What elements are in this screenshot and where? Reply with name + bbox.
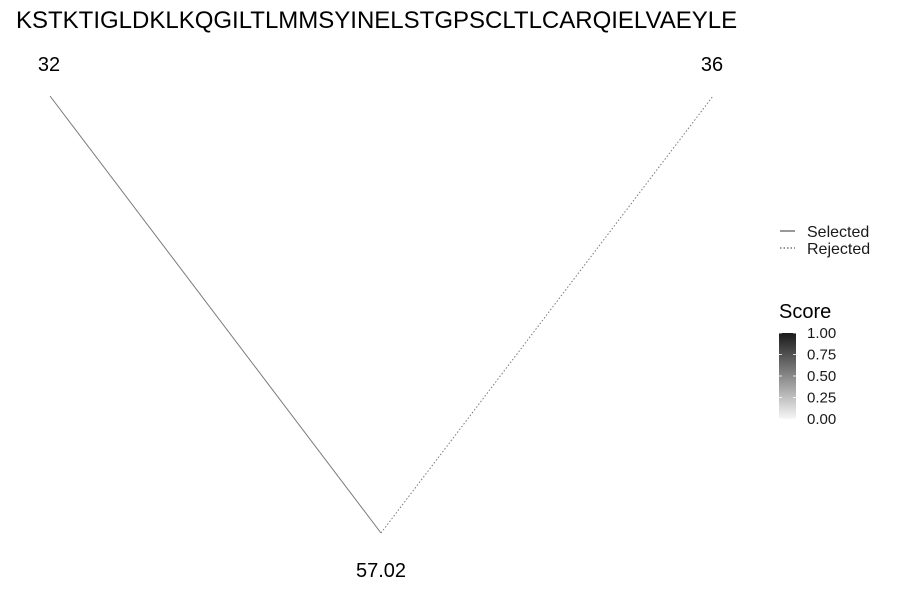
legend-label-rejected: Rejected: [807, 241, 870, 258]
score-legend-title: Score: [779, 301, 831, 323]
score-tick-label: 1.00: [807, 325, 836, 342]
node-label-right: 36: [701, 54, 723, 76]
legend-label-selected: Selected: [807, 224, 869, 241]
node-label-left: 32: [38, 54, 60, 76]
edge-selected: [49, 95, 382, 534]
node-label-root: 57.02: [356, 560, 406, 582]
score-tick-label: 0.25: [807, 390, 836, 407]
score-legend: Score 1.00 0.75 0.50 0.25 0.00: [779, 301, 836, 428]
score-tick-label: 0.50: [807, 368, 836, 385]
score-colorbar: [779, 333, 796, 419]
edge-rejected: [380, 95, 714, 534]
score-tick-label: 0.75: [807, 347, 836, 364]
tree-edges: [49, 95, 714, 534]
score-tick-label: 0.00: [807, 411, 836, 428]
score-legend-ticks: 1.00 0.75 0.50 0.25 0.00: [779, 325, 836, 428]
chart-title: KSTKTIGLDKLKQGILTLMMSYINELSTGPSCLTLCARQI…: [16, 7, 737, 34]
tree-node-labels: 32 36 57.02: [38, 54, 723, 582]
